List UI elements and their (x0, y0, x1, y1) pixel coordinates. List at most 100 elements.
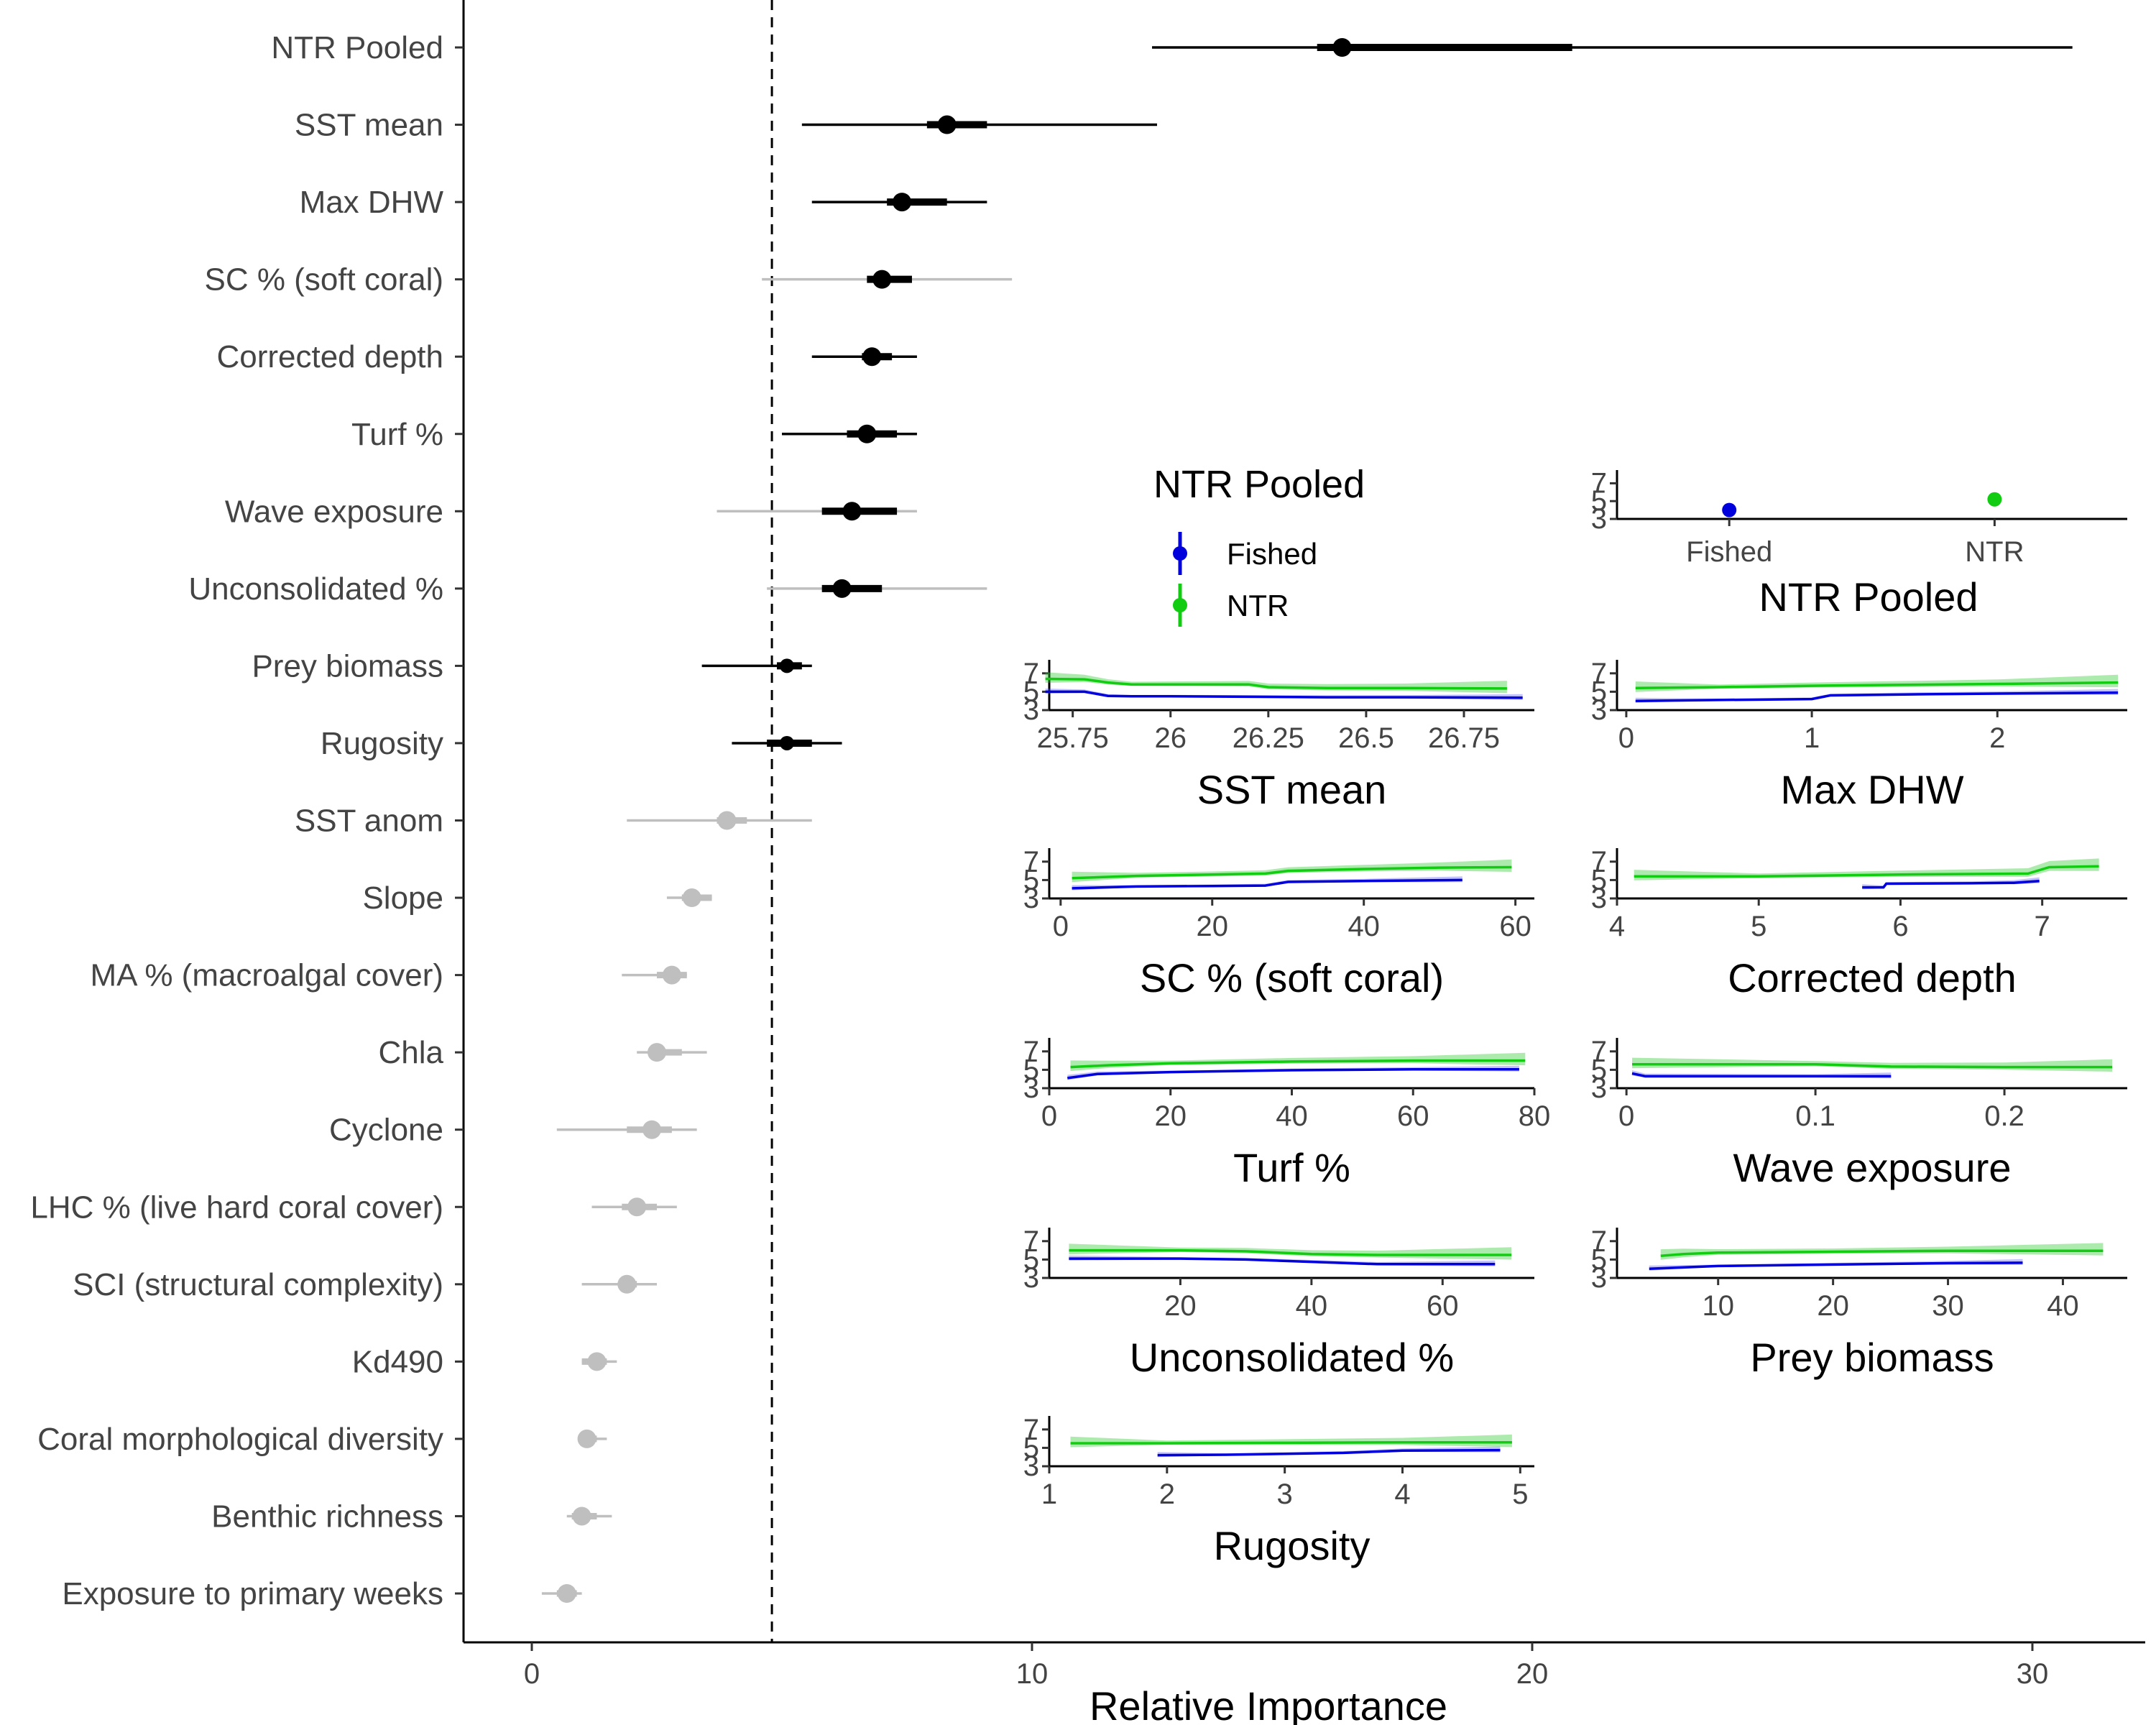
inset-x-tick-label: 60 (1397, 1100, 1429, 1132)
median-point (779, 735, 794, 750)
inset-y-tick-label: 7 (1591, 658, 1607, 689)
inset-line-ntr (1632, 1062, 2112, 1069)
inset-y-tick-label: 3 (1591, 883, 1607, 914)
forest-row-sc-pct-soft-coral: SC % (soft coral) (204, 262, 1013, 298)
inset-x-tick-label: 26.75 (1428, 722, 1500, 754)
forest-row-label: SCI (structural complexity) (73, 1267, 443, 1302)
inset-x-tick-label: NTR (1965, 536, 2024, 568)
inset-x-tick-label: 0 (1053, 911, 1069, 942)
median-point (648, 1043, 666, 1062)
inset-line-fished (1157, 1448, 1501, 1457)
median-point (642, 1120, 662, 1139)
inset-turf-pct: 357 0 20 40 60 80 Turf % (1023, 1036, 1551, 1190)
inset-x-tick-label: 5 (1512, 1478, 1528, 1510)
legend-item-fished: Fished (1173, 532, 1317, 575)
median-point (627, 1197, 647, 1217)
inset-x-tick-label: 4 (1609, 911, 1625, 942)
forest-row-label: Rugosity (321, 726, 443, 761)
legend-title: NTR Pooled (1153, 463, 1365, 506)
forest-row-rugosity: Rugosity (321, 726, 842, 761)
inset-x-tick-label: 0 (1041, 1100, 1057, 1132)
inset-ribbon-fished (1072, 876, 1462, 891)
inset-x-tick-label: 0 (1618, 722, 1634, 754)
inset-y-tick-label: 5 (1023, 676, 1039, 707)
median-point (577, 1429, 596, 1448)
median-point (717, 811, 737, 830)
forest-x-tick-label: 20 (1516, 1658, 1549, 1690)
forest-row-label: Prey biomass (252, 648, 443, 684)
inset-line-fished (1067, 1068, 1519, 1080)
forest-row-label: Coral morphological diversity (37, 1422, 443, 1457)
inset-line-ntr (1045, 677, 1507, 690)
inset-line-fished (1635, 691, 2119, 702)
inset-y-tick-label: 5 (1591, 485, 1607, 517)
inset-y-tick-label: 5 (1023, 1432, 1039, 1463)
inset-y-tick-label: 7 (1023, 1036, 1039, 1067)
inset-y-tick-label: 3 (1591, 694, 1607, 726)
median-point (662, 965, 681, 985)
inset-x-tick-label: 26 (1155, 722, 1187, 754)
inset-x-tick-label: 40 (1276, 1100, 1308, 1132)
inset-x-tick-label: 2 (1159, 1478, 1175, 1510)
median-point (937, 115, 957, 134)
inset-y-tick-label: 5 (1591, 676, 1607, 707)
median-point (557, 1584, 576, 1603)
forest-row-label: Benthic richness (211, 1499, 443, 1534)
inset-x-tick-label: 26.5 (1338, 722, 1394, 754)
forest-row-wave-exposure: Wave exposure (225, 494, 917, 529)
forest-row-label: Kd490 (352, 1344, 443, 1379)
median-point (862, 347, 882, 367)
inset-sst-mean: 357 25.75 26 26.25 26.5 26.75 SST mean (1023, 658, 1534, 812)
inset-line-fished (1862, 879, 2040, 889)
forest-row-label: Turf % (351, 417, 443, 452)
inset-y-tick-label: 7 (1023, 1225, 1039, 1257)
median-point (572, 1506, 591, 1526)
inset-x-tick-label: 7 (2035, 911, 2050, 942)
inset-point-fished (1722, 502, 1737, 518)
inset-x-tick-label: 40 (2047, 1290, 2079, 1322)
forest-row-label: Slope (362, 880, 443, 916)
inset-x-tick-label: 20 (1197, 911, 1229, 942)
forest-row-unconsolidated-pct: Unconsolidated % (188, 571, 987, 607)
median-point (1332, 38, 1352, 57)
legend-key-fished-point (1173, 546, 1187, 561)
forest-row-sst-mean: SST mean (295, 108, 1157, 143)
forest-row-label: Unconsolidated % (188, 571, 443, 607)
forest-row-coral-morphological-diversity: Coral morphological diversity (37, 1422, 607, 1457)
forest-row-benthic-richness: Benthic richness (211, 1499, 612, 1534)
inset-x-tick-label: 0.2 (1984, 1100, 2024, 1132)
median-point (587, 1352, 607, 1371)
inset-x-tick-label: 30 (1932, 1290, 1964, 1322)
forest-row-label: NTR Pooled (271, 30, 443, 65)
inset-x-tick-label: 80 (1519, 1100, 1551, 1132)
forest-row-exposure-to-primary-weeks: Exposure to primary weeks (62, 1576, 582, 1611)
forest-row-label: Wave exposure (225, 494, 443, 529)
median-point (893, 193, 912, 212)
inset-line-ntr (1070, 1059, 1526, 1069)
forest-x-tick-label: 0 (524, 1658, 540, 1690)
forest-row-sci-structural-complexity: SCI (structural complexity) (73, 1267, 657, 1302)
inset-title: Max DHW (1780, 767, 1963, 812)
ntr-pooled-legend: NTR Pooled Fished NTR (1153, 463, 1365, 627)
inset-x-tick-label: 26.25 (1233, 722, 1304, 754)
median-point (872, 270, 892, 289)
forest-row-label: MA % (macroalgal cover) (91, 958, 443, 993)
inset-x-tick-label: 6 (1892, 911, 1908, 942)
inset-line-fished (1649, 1261, 2023, 1270)
inset-prey-biomass: 357 10 20 30 40 Prey biomass (1591, 1225, 2127, 1380)
legend-key-ntr-point (1173, 598, 1187, 612)
inset-point-ntr (1987, 492, 2002, 507)
forest-row-ma-pct-macroalgal-cover: MA % (macroalgal cover) (91, 958, 687, 993)
forest-row-label: LHC % (live hard coral cover) (30, 1190, 443, 1225)
forest-row-max-dhw: Max DHW (300, 185, 987, 220)
inset-line-ntr (1069, 1248, 1512, 1256)
forest-x-tick-label: 30 (2017, 1658, 2049, 1690)
inset-x-tick-label: 5 (1751, 911, 1766, 942)
forest-row-kd490: Kd490 (352, 1344, 617, 1379)
inset-x-tick-label: 0.1 (1795, 1100, 1835, 1132)
median-point (682, 888, 701, 908)
